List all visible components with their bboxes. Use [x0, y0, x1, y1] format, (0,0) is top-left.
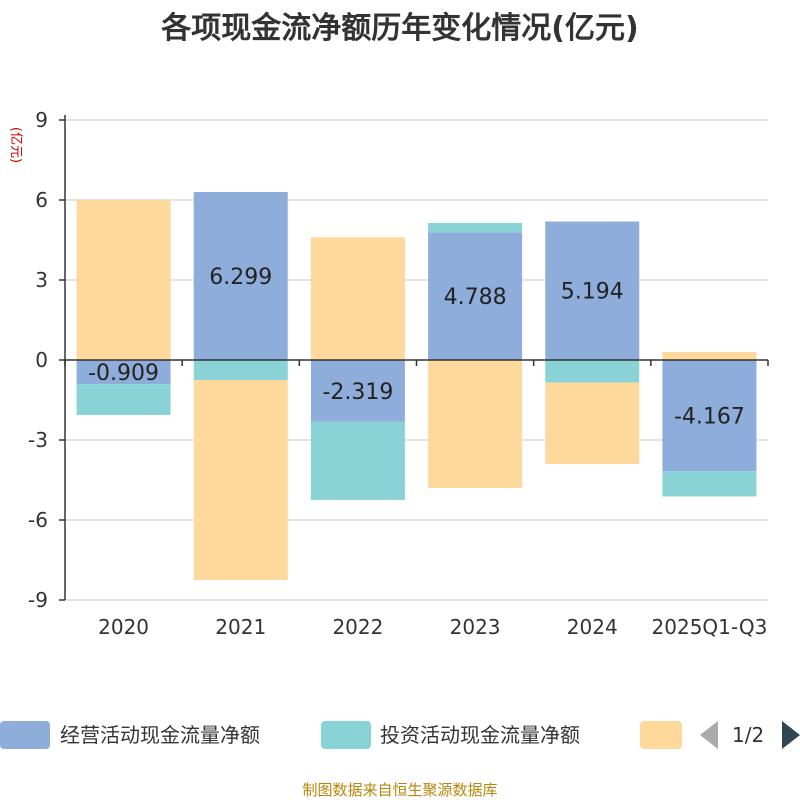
y-tick-label: 0 [35, 348, 48, 372]
bar-operating-2025Q1-Q3[interactable] [662, 360, 757, 472]
data-labels: -0.909 6.299 -2.319 4.788 5.194 -4.167 [88, 265, 745, 430]
y-tick-labels: 9 6 3 0 -3 -6 -9 [28, 108, 48, 612]
bar-investing-2020[interactable] [76, 384, 171, 415]
bar-investing-2021[interactable] [193, 360, 288, 380]
bar-series [76, 192, 757, 580]
legend-label-investing[interactable]: 投资活动现金流量净额 [380, 723, 580, 747]
bar-investing-2025Q1-Q3[interactable] [662, 471, 757, 497]
legend-next-page-icon[interactable] [782, 721, 800, 749]
bar-financing-2023[interactable] [428, 360, 523, 488]
x-tick-label-2023: 2023 [450, 615, 501, 639]
source-note: 制图数据来自恒生聚源数据库 [302, 781, 497, 799]
bar-financing-2025Q1-Q3[interactable] [662, 352, 757, 360]
data-label-2024: 5.194 [561, 280, 624, 305]
data-label-2021: 6.299 [209, 265, 272, 290]
bar-operating-2021[interactable] [193, 192, 288, 360]
x-tick-label-2021: 2021 [215, 615, 266, 639]
data-label-2023: 4.788 [444, 285, 507, 310]
data-label-2020: -0.909 [88, 361, 159, 386]
legend-label-operating[interactable]: 经营活动现金流量净额 [60, 723, 260, 747]
bar-investing-2023[interactable] [428, 222, 523, 233]
data-label-2022: -2.319 [322, 380, 393, 405]
x-tick-label-2020: 2020 [98, 615, 149, 639]
chart-title: 各项现金流净额历年变化情况(亿元) [160, 11, 638, 46]
legend-prev-page-icon[interactable] [700, 721, 718, 749]
legend-swatch-operating[interactable] [0, 721, 50, 749]
y-tick-label: 9 [35, 108, 48, 132]
bar-financing-2020[interactable] [76, 200, 171, 360]
bar-financing-2021[interactable] [193, 380, 288, 580]
y-axis-label: (亿元) [8, 127, 23, 163]
bar-operating-2024[interactable] [545, 221, 640, 360]
bar-operating-2022[interactable] [310, 360, 405, 422]
x-tick-label-2022: 2022 [332, 615, 383, 639]
bar-investing-2022[interactable] [310, 421, 405, 500]
legend-swatch-financing[interactable] [640, 721, 682, 749]
x-tick-labels: 2020 2021 2022 2023 2024 2025Q1-Q3 [98, 615, 767, 639]
bar-operating-2020[interactable] [76, 360, 171, 385]
y-tick-label: -9 [28, 588, 48, 612]
bar-financing-2022[interactable] [310, 237, 405, 360]
bar-investing-2024[interactable] [545, 360, 640, 383]
legend: 经营活动现金流量净额 投资活动现金流量净额 1/2 [0, 721, 800, 749]
y-tick-label: -3 [28, 428, 48, 452]
y-tick-label: 3 [35, 268, 48, 292]
legend-page-indicator: 1/2 [732, 723, 764, 747]
y-tick-label: -6 [28, 508, 48, 532]
legend-swatch-investing[interactable] [321, 721, 371, 749]
data-label-2025Q1-Q3: -4.167 [674, 405, 745, 430]
y-tick-label: 6 [35, 188, 48, 212]
bar-financing-2024[interactable] [545, 382, 640, 464]
bar-operating-2023[interactable] [428, 232, 523, 360]
x-tick-label-2025Q1-Q3: 2025Q1-Q3 [652, 615, 768, 639]
x-tick-label-2024: 2024 [567, 615, 618, 639]
axes [59, 115, 769, 601]
